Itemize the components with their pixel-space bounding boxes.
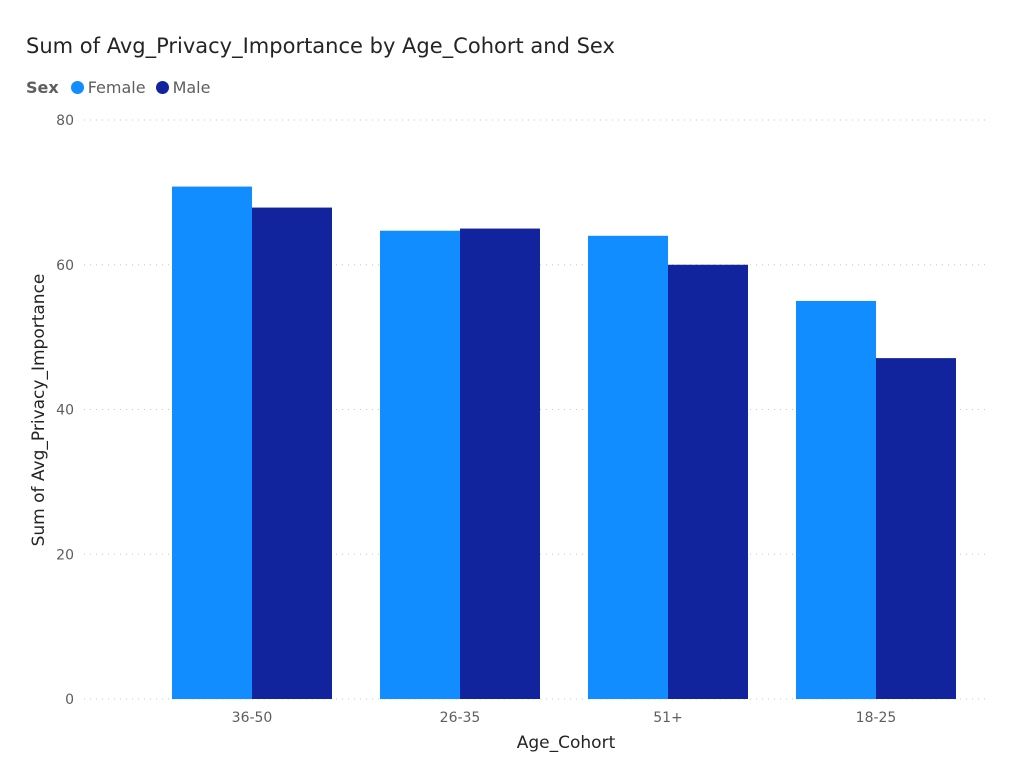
x-axis-title: Age_Cohort (517, 733, 616, 753)
legend: Sex Female Male (26, 78, 220, 97)
bar-male-51+[interactable] (668, 264, 748, 699)
bar-female-18-25[interactable] (796, 300, 876, 699)
bar-female-26-35[interactable] (380, 230, 460, 699)
y-tick-label: 0 (65, 692, 74, 708)
legend-item-female[interactable]: Female (70, 78, 146, 97)
legend-label-female: Female (87, 78, 146, 97)
y-tick-label: 40 (56, 403, 74, 419)
y-tick-label: 60 (56, 258, 74, 274)
legend-title: Sex (26, 78, 59, 97)
bar-male-36-50[interactable] (252, 207, 332, 700)
bar-female-36-50[interactable] (172, 186, 252, 699)
legend-swatch-male (155, 81, 169, 94)
x-tick-label: 36-50 (232, 710, 273, 726)
legend-item-male[interactable]: Male (155, 78, 211, 97)
legend-swatch-female (70, 81, 84, 94)
x-tick-label: 51+ (653, 710, 683, 726)
y-axis-title: Sum of Avg_Privacy_Importance (29, 274, 49, 547)
y-tick-label: 80 (56, 113, 74, 129)
x-tick-label: 18-25 (856, 710, 897, 726)
y-axis-ticks: 0 20 40 60 80 (56, 113, 74, 708)
y-tick-label: 20 (56, 547, 74, 563)
bars (172, 186, 956, 700)
x-axis-ticks: 36-50 26-35 51+ 18-25 (232, 710, 897, 726)
bar-male-26-35[interactable] (460, 228, 540, 699)
x-tick-label: 26-35 (440, 710, 481, 726)
legend-label-male: Male (172, 78, 211, 97)
bar-male-18-25[interactable] (876, 358, 956, 699)
chart-title: Sum of Avg_Privacy_Importance by Age_Coh… (26, 34, 615, 58)
bar-female-51+[interactable] (588, 235, 668, 700)
